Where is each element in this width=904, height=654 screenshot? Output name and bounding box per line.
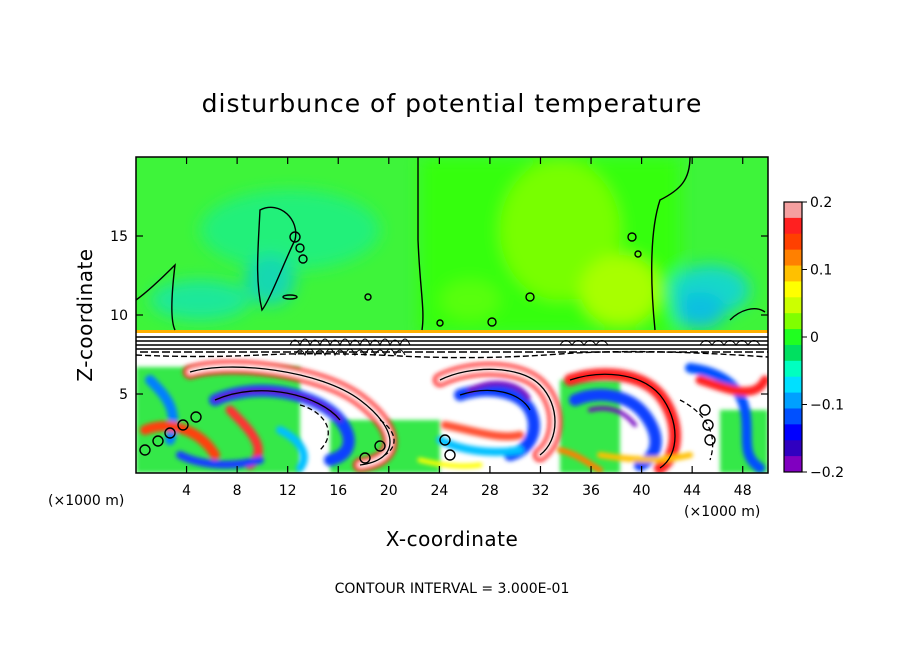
colorbar-swatch — [784, 233, 802, 251]
x-axis: 4 8 12 16 20 24 28 32 36 40 44 48 — [182, 157, 752, 499]
x-tick-label: 4 — [182, 483, 191, 499]
colorbar-swatch — [784, 249, 802, 267]
colorbar-swatch — [784, 281, 802, 298]
x-unit-left: (×1000 m) — [48, 493, 124, 509]
colorbar-swatch — [784, 344, 802, 362]
colorbar-swatch — [784, 456, 802, 473]
colorbar-tick-label: 0.1 — [810, 263, 832, 279]
y-tick-label: 10 — [110, 308, 128, 324]
interface-band — [136, 330, 768, 333]
y-axis: 5 10 15 — [110, 229, 768, 403]
colorbar-swatch — [784, 360, 802, 378]
colorbar-swatch — [784, 408, 802, 425]
colorbar-swatch — [784, 313, 802, 330]
x-unit-right: (×1000 m) — [684, 504, 760, 520]
x-tick-label: 32 — [532, 483, 550, 499]
x-tick-label: 44 — [683, 483, 701, 499]
colorbar-swatch — [784, 329, 802, 346]
x-tick-label: 16 — [329, 483, 347, 499]
y-axis-label: Z-coordinate — [73, 248, 97, 381]
colorbar-swatch — [784, 217, 802, 235]
contour-interval-note: CONTOUR INTERVAL = 3.000E-01 — [335, 581, 570, 597]
y-tick-label: 5 — [119, 387, 128, 403]
colorbar-swatch — [784, 424, 802, 441]
colorbar — [784, 202, 802, 473]
colorbar-tick-label: 0.2 — [810, 195, 832, 211]
colorbar-tick-label: −0.1 — [810, 398, 844, 414]
colorbar-swatch — [784, 297, 802, 314]
x-tick-label: 40 — [633, 483, 651, 499]
x-tick-label: 12 — [279, 483, 297, 499]
x-tick-label: 8 — [233, 483, 242, 499]
colorbar-ticks: 0.2 0.1 0 −0.1 −0.2 — [802, 195, 844, 481]
x-tick-label: 24 — [430, 483, 448, 499]
x-tick-label: 28 — [481, 483, 499, 499]
y-tick-label: 15 — [110, 229, 128, 245]
chart-title: disturbunce of potential temperature — [202, 89, 703, 118]
heatmap-field — [136, 157, 768, 473]
colorbar-swatch — [784, 202, 802, 219]
colorbar-swatch — [784, 265, 802, 282]
colorbar-tick-label: −0.2 — [810, 465, 844, 481]
colorbar-swatch — [784, 376, 802, 394]
x-axis-label: X-coordinate — [386, 527, 519, 551]
colorbar-tick-label: 0 — [810, 330, 819, 346]
x-tick-label: 36 — [582, 483, 600, 499]
colorbar-swatch — [784, 440, 802, 457]
x-tick-label: 48 — [734, 483, 752, 499]
colorbar-swatch — [784, 392, 802, 409]
x-tick-label: 20 — [380, 483, 398, 499]
